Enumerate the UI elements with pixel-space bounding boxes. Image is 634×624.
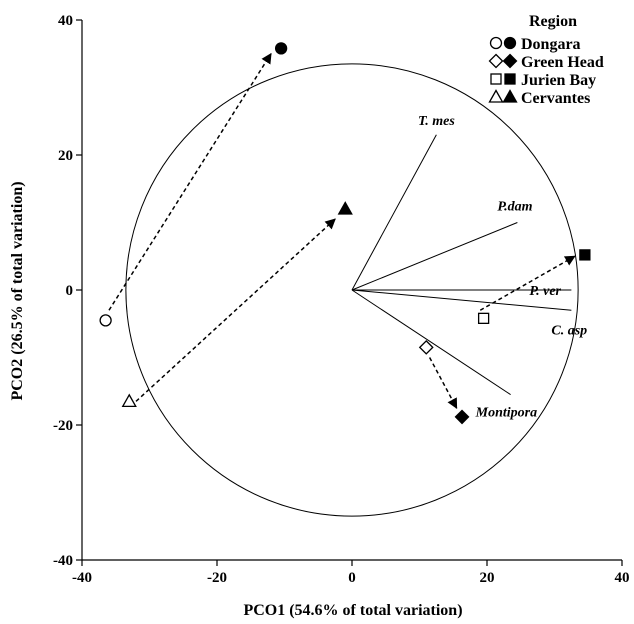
correlation-circle xyxy=(125,63,579,517)
y-tick-label: 0 xyxy=(66,283,74,299)
legend-marker-filled xyxy=(502,89,518,103)
y-axis-title: PCO2 (26.5% of total variation) xyxy=(9,181,26,400)
vector-label: P.dam xyxy=(497,200,532,215)
dongara-point-open xyxy=(99,314,112,327)
legend-label: Dongara xyxy=(521,36,581,53)
x-tick-label: 40 xyxy=(615,570,630,586)
jurien-bay-point-filled xyxy=(579,249,591,261)
vector-label: Montipora xyxy=(475,406,537,421)
legend-marker-open xyxy=(489,36,503,50)
y-tick-label: 40 xyxy=(58,13,73,29)
legend-marker-open xyxy=(488,89,504,103)
y-tick-label: -40 xyxy=(53,553,73,569)
y-tick-label: -20 xyxy=(53,418,73,434)
legend-label: Cervantes xyxy=(521,90,590,107)
legend-marker-open xyxy=(490,73,502,85)
cervantes-point-open xyxy=(121,393,137,408)
jurien-bay-point-open xyxy=(477,312,490,325)
x-tick-label: 0 xyxy=(348,570,356,586)
legend-label: Green Head xyxy=(521,54,604,71)
shift-arrow xyxy=(135,218,336,402)
legend-marker-filled xyxy=(504,73,516,85)
vector-line xyxy=(351,289,511,396)
shift-arrow xyxy=(108,52,272,311)
y-tick-label: 20 xyxy=(58,148,73,164)
green-head-point-open xyxy=(418,339,434,355)
vector-label: C. asp xyxy=(551,323,587,338)
legend-marker-open xyxy=(488,53,504,69)
legend-label: Jurien Bay xyxy=(521,72,596,89)
x-tick-label: -20 xyxy=(207,570,227,586)
vector-line xyxy=(351,222,518,291)
x-tick-label: 20 xyxy=(480,570,495,586)
legend-title: Region xyxy=(529,13,577,30)
green-head-point-filled xyxy=(454,409,470,425)
shift-arrow xyxy=(428,357,458,410)
legend-marker-filled xyxy=(502,53,518,69)
legend-marker-filled xyxy=(503,36,517,50)
vector-line xyxy=(351,134,437,291)
vector-label: P. ver xyxy=(529,284,561,299)
dongara-point-filled xyxy=(274,42,288,55)
x-tick-label: -40 xyxy=(72,570,92,586)
vector-label: T. mes xyxy=(418,114,455,129)
cervantes-point-filled xyxy=(337,201,353,215)
vector-line xyxy=(351,289,572,311)
x-axis-title: PCO1 (54.6% of total variation) xyxy=(243,602,462,619)
